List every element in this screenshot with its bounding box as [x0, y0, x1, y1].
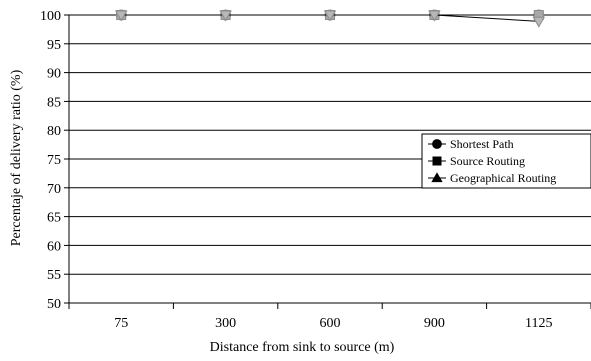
- legend-item: Source Routing: [428, 154, 525, 168]
- x-tick-label: 900: [424, 316, 445, 331]
- data-point: [114, 10, 128, 22]
- legend-label: Shortest Path: [450, 137, 514, 151]
- legend-item: Geographical Routing: [428, 171, 556, 185]
- y-tick-label: 95: [47, 38, 61, 53]
- legend-item: Shortest Path: [428, 137, 514, 151]
- y-tick-label: 60: [47, 239, 61, 254]
- x-axis-label: Distance from sink to source (m): [210, 340, 395, 355]
- legend-marker-icon: [432, 139, 442, 149]
- legend-label: Geographical Routing: [450, 171, 556, 185]
- y-axis-ticks: 50 55 60 65 70 75 80 85 90 95 100: [40, 9, 69, 312]
- legend-marker-icon: [431, 172, 443, 183]
- axes: [68, 15, 591, 304]
- series-group: [114, 9, 546, 28]
- x-tick-label: 75: [114, 316, 128, 331]
- x-tick-label: 600: [320, 316, 341, 331]
- y-tick-label: 50: [47, 297, 61, 312]
- y-tick-label: 65: [47, 211, 61, 226]
- y-axis-label: Percentaje of delivery ratio (%): [9, 69, 24, 246]
- y-tick-label: 70: [47, 182, 61, 197]
- data-point: [323, 10, 337, 22]
- data-point: [219, 10, 232, 22]
- y-tick-label: 80: [47, 124, 61, 139]
- data-point: [532, 16, 546, 28]
- y-tick-label: 85: [47, 95, 61, 110]
- data-point: [428, 10, 441, 22]
- legend-label: Source Routing: [450, 154, 525, 168]
- series-geographical-routing: [114, 10, 546, 28]
- y-tick-label: 75: [47, 153, 61, 168]
- y-tick-label: 100: [40, 9, 61, 24]
- legend-marker-icon: [432, 156, 442, 166]
- legend-box: [421, 133, 591, 189]
- y-tick-label: 90: [47, 67, 61, 82]
- x-axis-ticks: 75 300 600 900 1125: [68, 303, 591, 331]
- x-tick-label: 300: [215, 316, 236, 331]
- x-tick-label: 1125: [525, 316, 552, 331]
- legend: Shortest Path Source Routing Geographical …: [421, 133, 591, 189]
- y-tick-label: 55: [47, 268, 61, 283]
